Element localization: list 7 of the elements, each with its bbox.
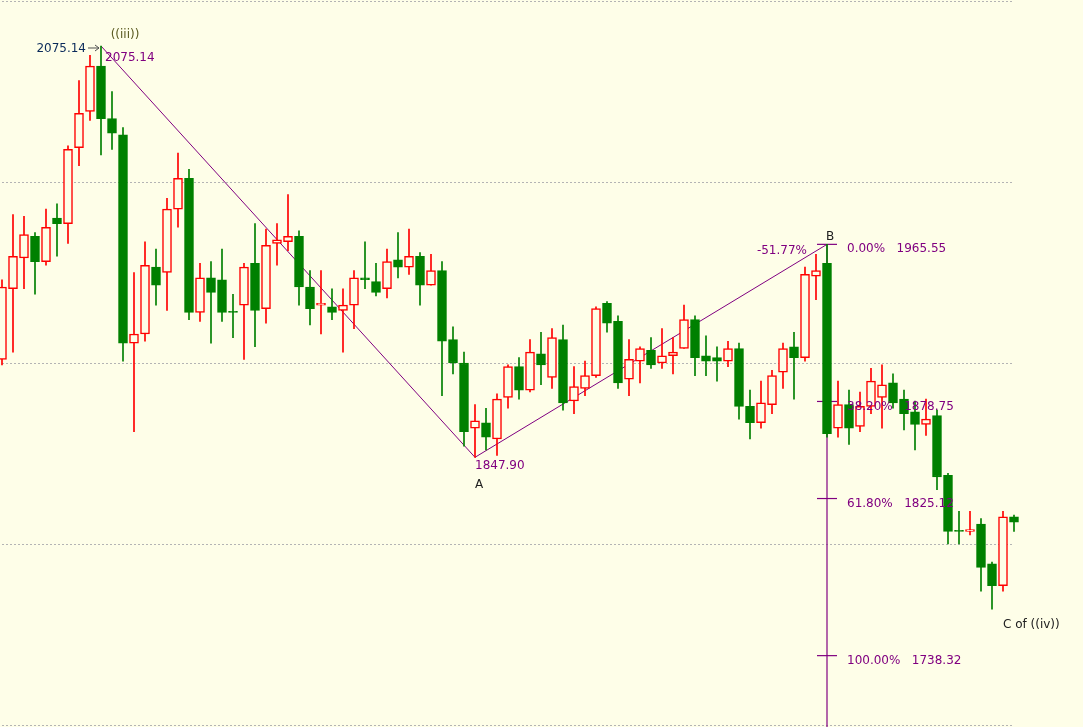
annotation: ((iii)) bbox=[110, 27, 140, 42]
annotation: 2075.14 bbox=[36, 41, 86, 56]
annotation: A bbox=[474, 477, 484, 492]
annotation: C of ((iv)) bbox=[1003, 617, 1060, 632]
ref-line-label: 100.00% 1738.32 bbox=[847, 652, 962, 667]
ref-line-label: 0.00% 1965.55 bbox=[847, 241, 947, 256]
annotation: 1847.90 bbox=[475, 458, 525, 473]
